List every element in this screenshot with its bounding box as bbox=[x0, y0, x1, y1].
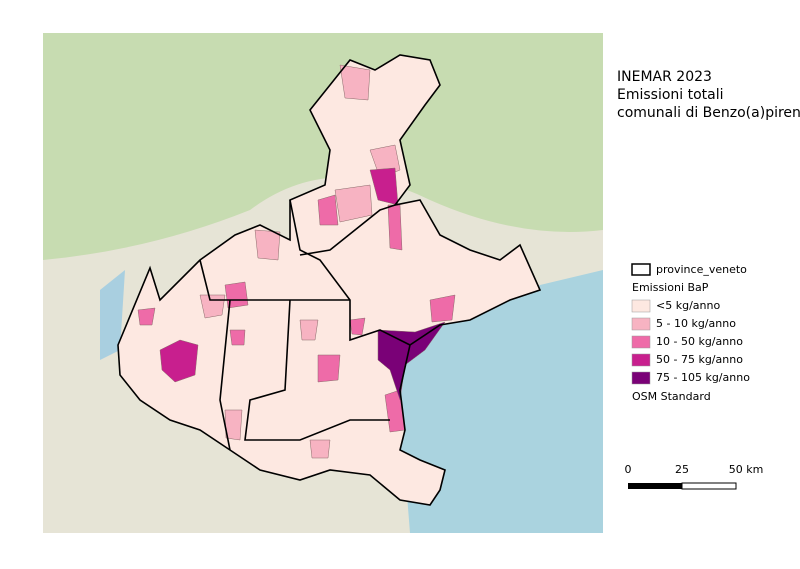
legend-swatch bbox=[631, 335, 651, 349]
province-border bbox=[219, 299, 231, 451]
municipality bbox=[349, 317, 366, 336]
scale-label: 25 bbox=[675, 463, 689, 476]
title-line: comunali di Benzo(a)pirene bbox=[617, 105, 800, 121]
scale-label: 0 bbox=[625, 463, 632, 476]
scale-label: 50 km bbox=[729, 463, 764, 476]
legend-label: 75 - 105 kg/anno bbox=[656, 371, 750, 384]
province-border bbox=[299, 204, 396, 256]
legend-label: OSM Standard bbox=[632, 390, 711, 403]
basemap-sea bbox=[400, 270, 603, 533]
scale-bar bbox=[628, 483, 682, 489]
title-line: Emissioni totali bbox=[617, 87, 724, 103]
legend-swatch bbox=[631, 263, 651, 276]
municipality bbox=[137, 307, 156, 326]
municipality bbox=[254, 229, 281, 261]
municipality bbox=[317, 354, 341, 383]
municipality bbox=[317, 194, 339, 226]
region-border bbox=[117, 54, 542, 506]
legend-swatch bbox=[631, 371, 651, 385]
legend-swatch bbox=[631, 299, 651, 313]
title-line: INEMAR 2023 bbox=[617, 69, 712, 85]
basemap-mountains bbox=[43, 33, 603, 260]
municipality bbox=[334, 184, 373, 223]
legend-group: Emissioni BaP bbox=[632, 281, 709, 294]
basemap-lake bbox=[100, 270, 125, 360]
legend-label: province_veneto bbox=[656, 263, 747, 276]
legend-label: 10 - 50 kg/anno bbox=[656, 335, 743, 348]
municipality bbox=[229, 329, 246, 346]
scale-bar bbox=[681, 482, 737, 490]
municipality bbox=[224, 281, 249, 309]
municipality bbox=[339, 64, 371, 101]
legend-label: 5 - 10 kg/anno bbox=[656, 317, 736, 330]
municipality bbox=[429, 294, 456, 323]
legend-label: <5 kg/anno bbox=[656, 299, 720, 312]
veneto bbox=[117, 54, 542, 506]
municipality bbox=[159, 339, 199, 383]
municipality bbox=[299, 319, 319, 341]
legend-swatch bbox=[631, 317, 651, 331]
province-border bbox=[244, 299, 390, 441]
municipality bbox=[309, 439, 331, 459]
legend-swatch bbox=[631, 353, 651, 367]
municipality bbox=[387, 204, 403, 251]
legend-label: 50 - 75 kg/anno bbox=[656, 353, 743, 366]
